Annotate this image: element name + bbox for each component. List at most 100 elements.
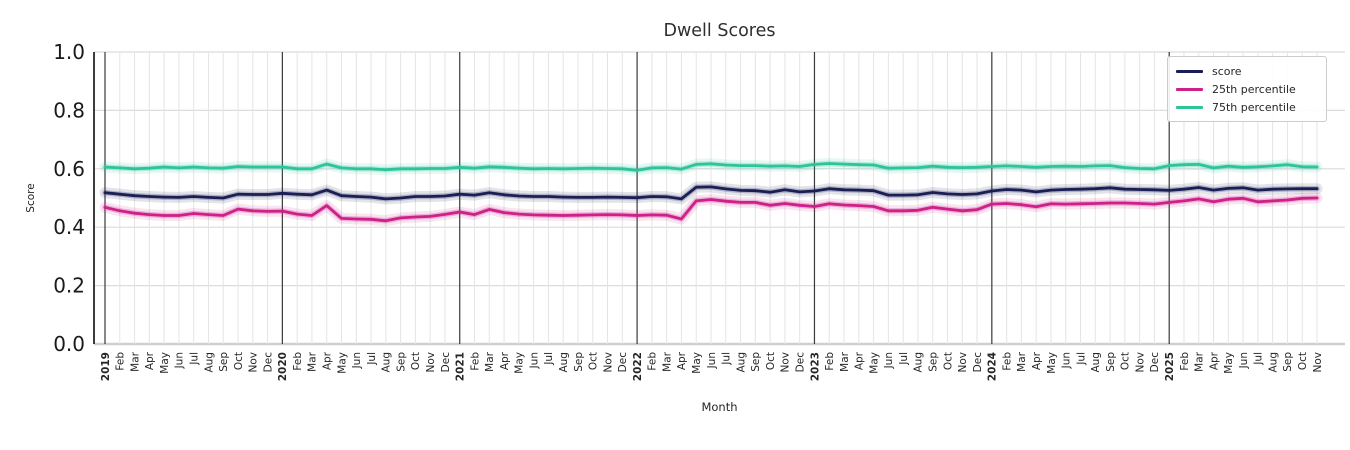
svg-text:May: May: [514, 352, 526, 374]
svg-text:Feb: Feb: [292, 352, 304, 371]
svg-text:2025: 2025: [1164, 352, 1176, 381]
score-line-swatch: [1176, 69, 1203, 73]
svg-text:Oct: Oct: [765, 352, 777, 370]
svg-text:May: May: [159, 352, 171, 374]
svg-text:0.2: 0.2: [53, 274, 85, 298]
legend-item-score: score: [1176, 62, 1318, 80]
svg-text:Jul: Jul: [898, 352, 910, 366]
svg-text:Apr: Apr: [854, 351, 866, 370]
svg-text:Feb: Feb: [1001, 352, 1013, 371]
svg-text:Jun: Jun: [1238, 352, 1250, 369]
svg-text:Mar: Mar: [1016, 351, 1028, 371]
svg-text:Jun: Jun: [528, 352, 540, 369]
svg-text:Sep: Sep: [1105, 352, 1117, 372]
svg-text:Apr: Apr: [676, 351, 688, 370]
svg-text:Nov: Nov: [780, 352, 792, 373]
svg-text:Nov: Nov: [1134, 352, 1146, 373]
svg-text:2019: 2019: [100, 352, 112, 381]
svg-text:2023: 2023: [809, 352, 821, 381]
svg-text:Apr: Apr: [322, 351, 334, 370]
svg-text:2020: 2020: [277, 352, 289, 381]
svg-text:Feb: Feb: [469, 352, 481, 371]
svg-text:Mar: Mar: [839, 351, 851, 371]
svg-text:Jul: Jul: [188, 352, 200, 366]
svg-text:Oct: Oct: [1120, 352, 1132, 370]
svg-text:2024: 2024: [987, 352, 999, 381]
svg-text:Apr: Apr: [499, 351, 511, 370]
svg-text:Jul: Jul: [1075, 352, 1087, 366]
svg-text:May: May: [691, 352, 703, 374]
svg-text:Dec: Dec: [1149, 352, 1161, 373]
svg-text:2021: 2021: [455, 352, 467, 381]
svg-text:May: May: [1046, 352, 1058, 374]
svg-text:Jun: Jun: [351, 352, 363, 369]
svg-text:Oct: Oct: [233, 352, 245, 370]
svg-text:Dec: Dec: [617, 352, 629, 373]
svg-text:Oct: Oct: [942, 352, 954, 370]
svg-text:May: May: [868, 352, 880, 374]
svg-text:1.0: 1.0: [53, 40, 85, 64]
svg-text:Aug: Aug: [1090, 352, 1102, 373]
svg-text:Jun: Jun: [1061, 352, 1073, 369]
svg-text:Jun: Jun: [174, 352, 186, 369]
svg-text:Nov: Nov: [425, 352, 437, 373]
svg-text:May: May: [336, 352, 348, 374]
legend-label: 75th percentile: [1212, 100, 1296, 114]
legend: score 25th percentile 75th percentile: [1167, 56, 1327, 122]
svg-text:Nov: Nov: [957, 352, 969, 373]
svg-text:Aug: Aug: [381, 352, 393, 373]
p75-line-swatch: [1176, 105, 1203, 109]
svg-text:Sep: Sep: [573, 352, 585, 372]
legend-item-75th-percentile: 75th percentile: [1176, 98, 1318, 116]
svg-text:Mar: Mar: [129, 351, 141, 371]
svg-text:Dec: Dec: [972, 352, 984, 373]
p25-line-swatch: [1176, 87, 1203, 91]
legend-label: 25th percentile: [1212, 82, 1296, 96]
svg-text:Oct: Oct: [410, 352, 422, 370]
svg-text:Sep: Sep: [928, 352, 940, 372]
svg-text:2022: 2022: [632, 352, 644, 381]
svg-text:Dec: Dec: [794, 352, 806, 373]
svg-text:Oct: Oct: [1297, 352, 1309, 370]
svg-text:Oct: Oct: [588, 352, 600, 370]
svg-text:Sep: Sep: [218, 352, 230, 372]
svg-text:Jul: Jul: [721, 352, 733, 366]
svg-text:Mar: Mar: [1194, 351, 1206, 371]
svg-text:Feb: Feb: [824, 352, 836, 371]
svg-text:Aug: Aug: [735, 352, 747, 373]
y-axis-label: Score: [25, 183, 37, 213]
svg-text:Jul: Jul: [543, 352, 555, 366]
x-axis-label: Month: [701, 400, 738, 414]
svg-text:Nov: Nov: [1312, 352, 1324, 373]
svg-text:Feb: Feb: [647, 352, 659, 371]
svg-text:0.8: 0.8: [53, 98, 85, 122]
svg-text:Mar: Mar: [661, 351, 673, 371]
svg-text:Mar: Mar: [484, 351, 496, 371]
svg-text:Sep: Sep: [750, 352, 762, 372]
svg-text:0.6: 0.6: [53, 157, 85, 181]
svg-text:Feb: Feb: [115, 352, 127, 371]
svg-text:Jul: Jul: [1253, 352, 1265, 366]
svg-text:Jul: Jul: [366, 352, 378, 366]
svg-text:Feb: Feb: [1179, 352, 1191, 371]
svg-text:Sep: Sep: [395, 352, 407, 372]
svg-text:Aug: Aug: [913, 352, 925, 373]
svg-text:Mar: Mar: [307, 351, 319, 371]
legend-label: score: [1212, 64, 1242, 78]
svg-text:Aug: Aug: [1267, 352, 1279, 373]
svg-text:Nov: Nov: [602, 352, 614, 373]
svg-text:Dec: Dec: [262, 352, 274, 373]
legend-item-25th-percentile: 25th percentile: [1176, 80, 1318, 98]
svg-text:Dec: Dec: [440, 352, 452, 373]
svg-text:0.0: 0.0: [53, 332, 85, 356]
svg-text:Jun: Jun: [706, 352, 718, 369]
svg-text:May: May: [1223, 352, 1235, 374]
svg-text:Jun: Jun: [883, 352, 895, 369]
svg-text:Aug: Aug: [558, 352, 570, 373]
svg-text:Aug: Aug: [203, 352, 215, 373]
chart-title: Dwell Scores: [663, 21, 776, 41]
svg-text:0.4: 0.4: [53, 215, 85, 239]
svg-text:Sep: Sep: [1282, 352, 1294, 372]
